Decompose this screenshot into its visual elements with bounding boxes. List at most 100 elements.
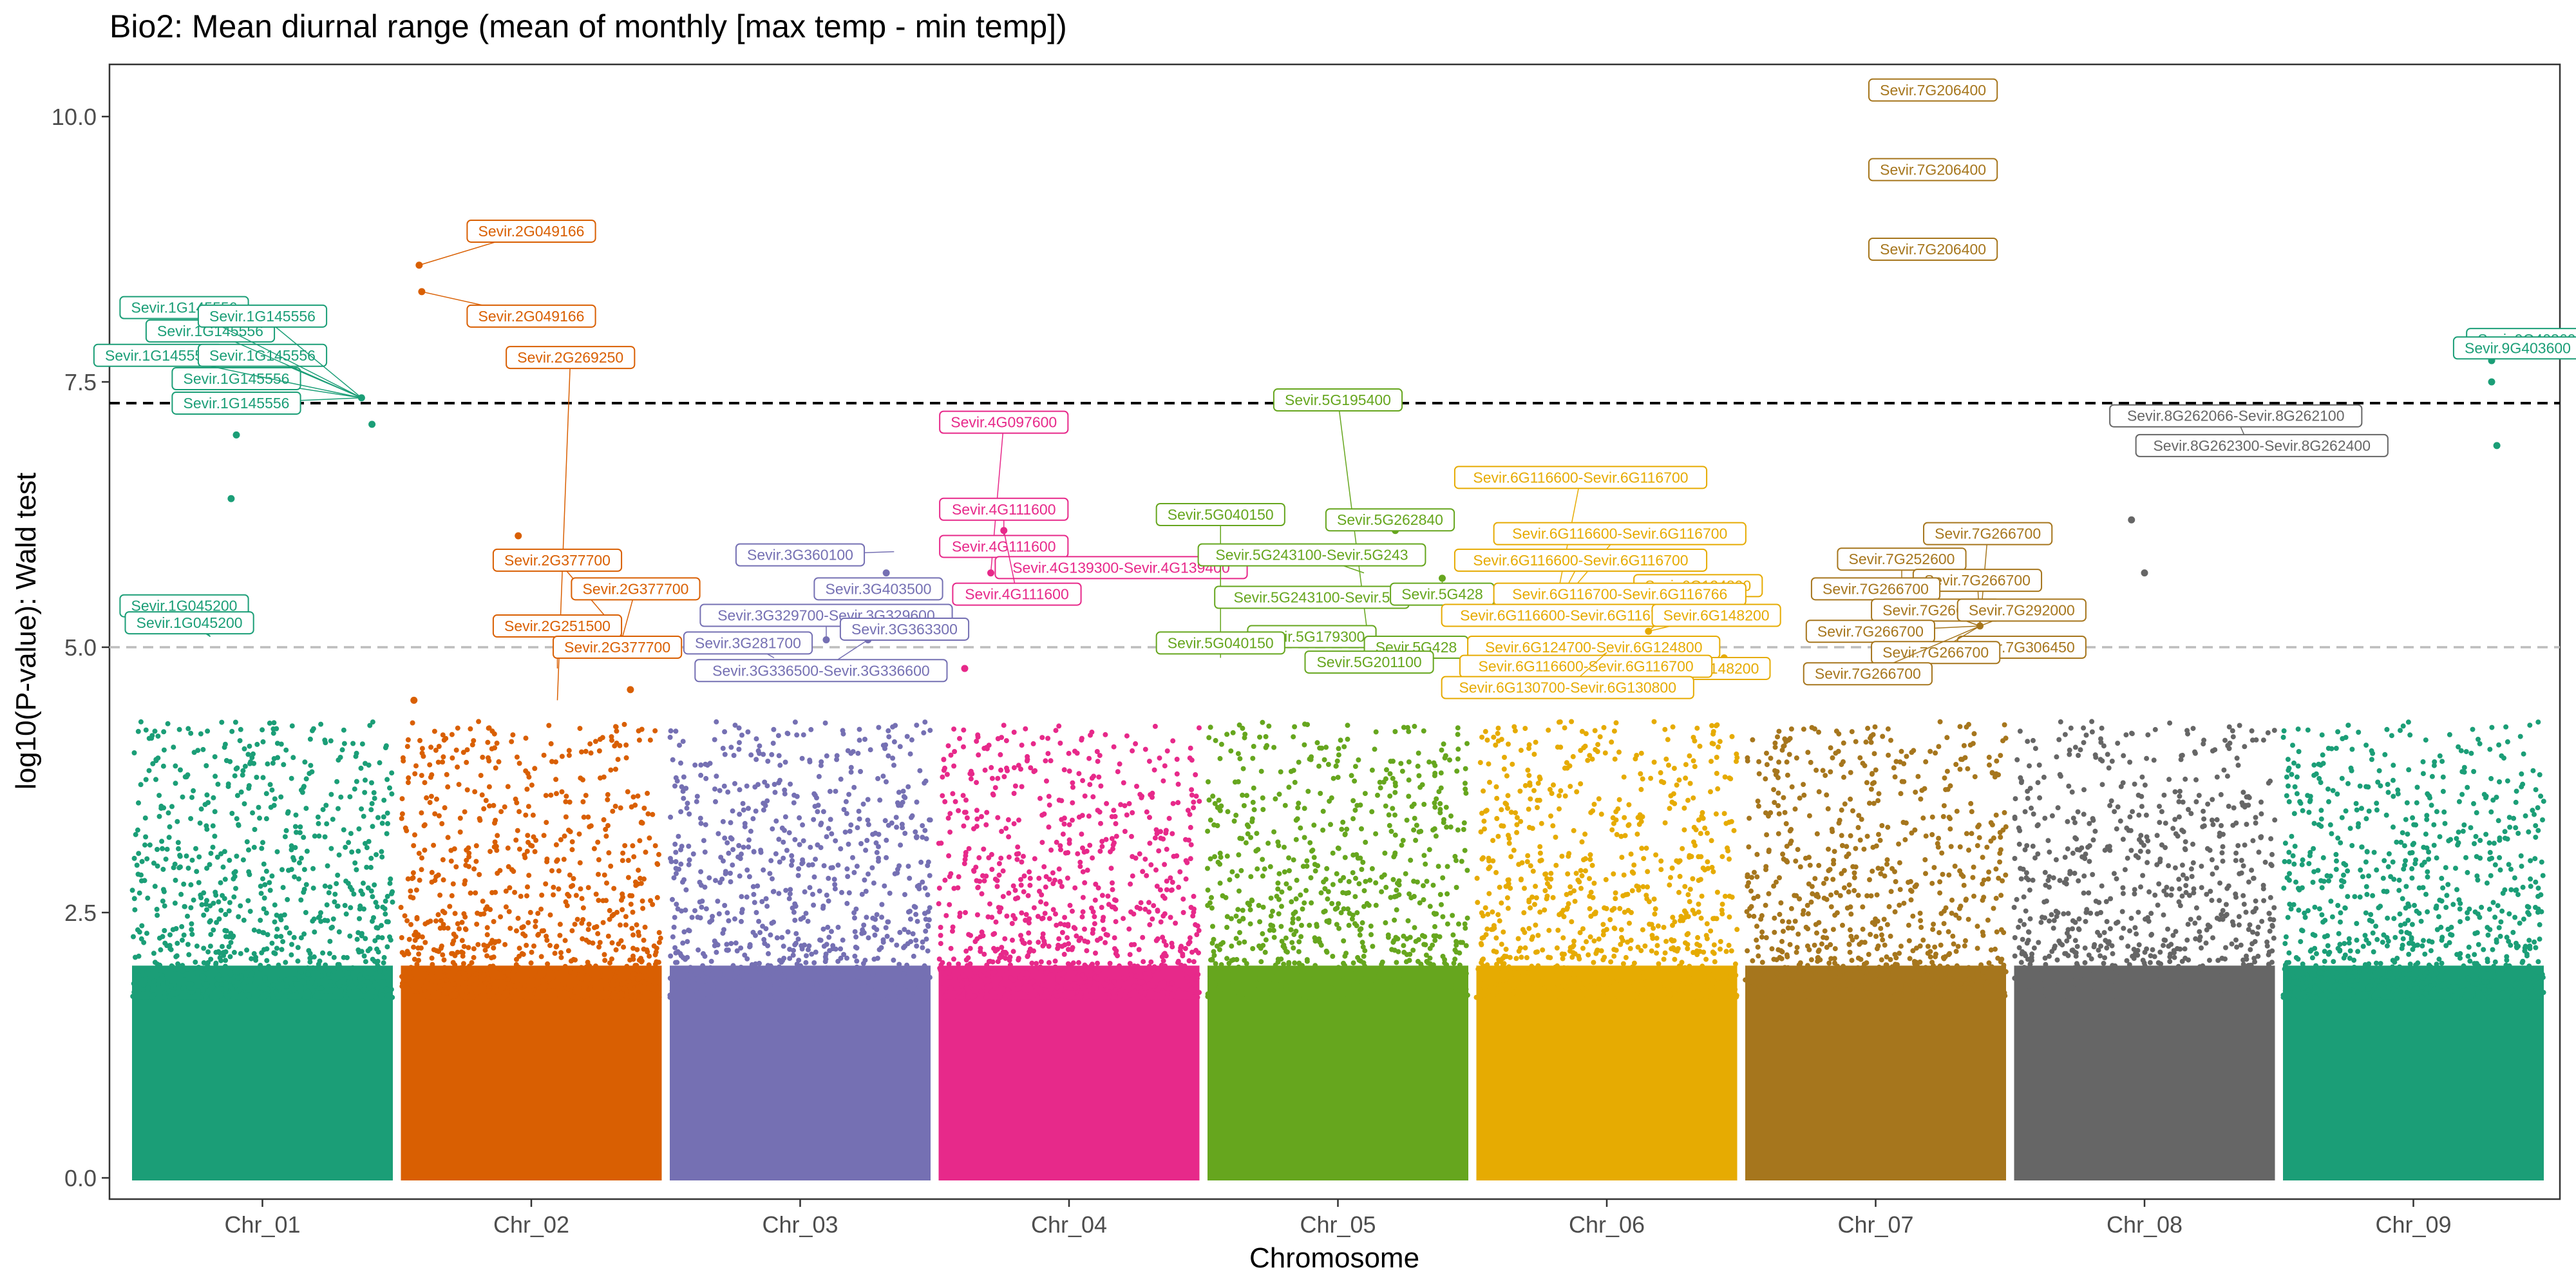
gene-annotation: Sevir.4G111600 — [952, 530, 1082, 606]
annotation-label: Sevir.7G266700 — [1823, 580, 1929, 597]
annotation-label: Sevir.6G116600-Sevir.6G116700 — [1512, 526, 1727, 542]
x-tick-label: Chr_07 — [1837, 1211, 1913, 1238]
annotation-box — [952, 582, 1082, 606]
x-axis-label: Chromosome — [1249, 1242, 1419, 1274]
points-layer — [129, 91, 2546, 1180]
annotation-box — [197, 343, 328, 367]
annotation-label: Sevir.7G266700 — [1924, 572, 2031, 589]
peak-point — [822, 636, 830, 643]
gene-annotation: Sevir.7G266700 — [1805, 620, 1980, 643]
annotation-box — [1454, 548, 1708, 572]
annotation-label: Sevir.6G148200 — [1663, 607, 1770, 624]
annotation-label: Sevir.9G403600 — [2465, 339, 2571, 356]
gene-annotation: Sevir.7G206400 — [1868, 78, 1998, 102]
annotation-box — [1868, 158, 1998, 182]
gene-annotation: Sevir.7G266700 — [1803, 625, 1980, 686]
annotation-box — [1868, 78, 1998, 102]
chr-points-Chr_03 — [667, 569, 933, 1180]
y-tick-label: 10.0 — [52, 104, 97, 130]
gene-annotation: Sevir.6G130700-Sevir.6G130800 — [1441, 652, 1694, 699]
annotation-label: Sevir.1G045200 — [137, 614, 243, 631]
annotation-box — [735, 543, 866, 567]
x-tick-label: Chr_03 — [762, 1211, 838, 1238]
gene-annotation: Sevir.8G262300-Sevir.8G262400 — [2135, 433, 2389, 457]
annotation-label: Sevir.5G243100-Sevir.5G243 — [1215, 547, 1408, 564]
annotation-label: Sevir.7G266700 — [1817, 623, 1924, 639]
annotation-label: Sevir.8G262300-Sevir.8G262400 — [2153, 437, 2371, 454]
gene-annotation: Sevir.7G206400 — [1868, 238, 1998, 261]
annotation-box — [466, 219, 596, 243]
annotation-label: Sevir.6G116600-Sevir.6G116700 — [1460, 607, 1675, 624]
y-axis-label: log10(P-value): Wald test — [10, 473, 42, 790]
gene-annotation: Sevir.6G116600-Sevir.6G116700 — [1493, 522, 1747, 611]
annotation-label: Sevir.6G130700-Sevir.6G130800 — [1459, 679, 1676, 696]
annotation-label: Sevir.3G363300 — [851, 621, 958, 638]
annotation-label: Sevir.1G145556 — [184, 395, 290, 412]
gene-annotation: Sevir.3G281700 — [683, 631, 813, 659]
gene-annotation: Sevir.5G243100-Sevir.5 — [1214, 585, 1410, 609]
gene-annotation: Sevir.1G145556 — [197, 304, 362, 399]
gene-annotation: Sevir.6G148200 — [1648, 603, 1781, 632]
annotation-box — [1325, 508, 1455, 532]
annotation-label: Sevir.1G145556 — [105, 347, 211, 364]
gene-annotation: Sevir.2G377700 — [571, 577, 701, 637]
annotation-label: Sevir.5G040150 — [1168, 634, 1274, 651]
annotation-box — [683, 631, 813, 655]
annotation-label: Sevir.3G360100 — [747, 547, 853, 564]
annotation-box — [1454, 466, 1708, 489]
chr-points-Chr_06 — [1473, 606, 1740, 1180]
annotation-label: Sevir.6G116600-Sevir.6G116700 — [1473, 469, 1688, 486]
annotation-label: Sevir.7G206400 — [1880, 161, 1986, 178]
peak-point — [515, 532, 522, 540]
annotation-label: Sevir.7G266700 — [1815, 665, 1921, 682]
scatter-points — [1205, 719, 1470, 1000]
annotation-label: Sevir.7G252600 — [1849, 551, 1955, 567]
dense-point-band — [2283, 965, 2544, 1180]
scatter-points — [1743, 719, 2009, 1000]
x-tick-label: Chr_09 — [2375, 1211, 2451, 1238]
annotation-label: Sevir.7G266700 — [1882, 644, 1989, 661]
peak-point — [368, 421, 376, 428]
gene-annotation: Sevir.4G111600 — [939, 530, 1069, 558]
annotation-box — [506, 346, 636, 370]
gene-annotation: Sevir.4G111600 — [939, 497, 1069, 531]
annotation-box — [1273, 388, 1403, 412]
gene-annotation: Sevir.1G145556 — [93, 343, 362, 399]
gene-annotation: Sevir.1G145556 — [197, 343, 362, 399]
gene-annotation: Sevir.5G040150 — [1155, 503, 1285, 658]
annotation-label: Sevir.7G206400 — [1880, 82, 1986, 99]
peak-point — [227, 495, 235, 502]
gene-annotation: Sevir.1G045200 — [124, 611, 254, 638]
gene-annotation: Sevir.5G243100-Sevir.5G243 — [1197, 543, 1426, 574]
chr-points-Chr_04 — [936, 527, 1202, 1180]
annotation-label: Sevir.1G145556 — [209, 347, 316, 364]
annotation-label: Sevir.6G116600-Sevir.6G116700 — [1479, 658, 1694, 675]
gene-annotation: Sevir.2G377700 — [492, 548, 623, 638]
scatter-points — [2280, 719, 2546, 1000]
gene-annotation: Sevir.5G040150 — [1155, 631, 1285, 658]
gene-annotation: Sevir.7G292000 — [1956, 598, 2087, 627]
annotation-box — [171, 391, 301, 415]
annotation-label: Sevir.6G124700-Sevir.6G124800 — [1485, 639, 1703, 656]
x-tick-label: Chr_01 — [224, 1211, 300, 1238]
peak-point — [882, 569, 890, 577]
annotation-box — [1155, 631, 1285, 655]
annotation-label: Sevir.4G097600 — [951, 414, 1057, 431]
annotation-box — [1803, 662, 1933, 686]
gene-annotation: Sevir.5G428 — [1390, 578, 1495, 606]
peak-point — [627, 686, 634, 694]
annotation-leader — [262, 316, 362, 399]
annotation-box — [1304, 650, 1434, 674]
chr-points-Chr_05 — [1205, 527, 1470, 1180]
annotation-label: Sevir.6G116600-Sevir.6G116700 — [1473, 552, 1688, 569]
annotation-box — [492, 548, 623, 572]
annotation-label: Sevir.4G139300-Sevir.4G139400 — [1012, 559, 1230, 576]
annotation-box — [1871, 641, 2001, 665]
annotation-label: Sevir.2G377700 — [564, 639, 670, 656]
annotation-label: Sevir.4G111600 — [952, 538, 1056, 554]
peak-point — [410, 696, 418, 704]
axes: 0.0 2.5 5.0 7.5 10.0 Chr_01 Chr_02 Chr_03 Chr_04… — [52, 104, 2452, 1238]
dense-point-band — [2014, 965, 2275, 1180]
y-tick-label: 7.5 — [64, 369, 97, 395]
annotation-box — [939, 497, 1069, 521]
